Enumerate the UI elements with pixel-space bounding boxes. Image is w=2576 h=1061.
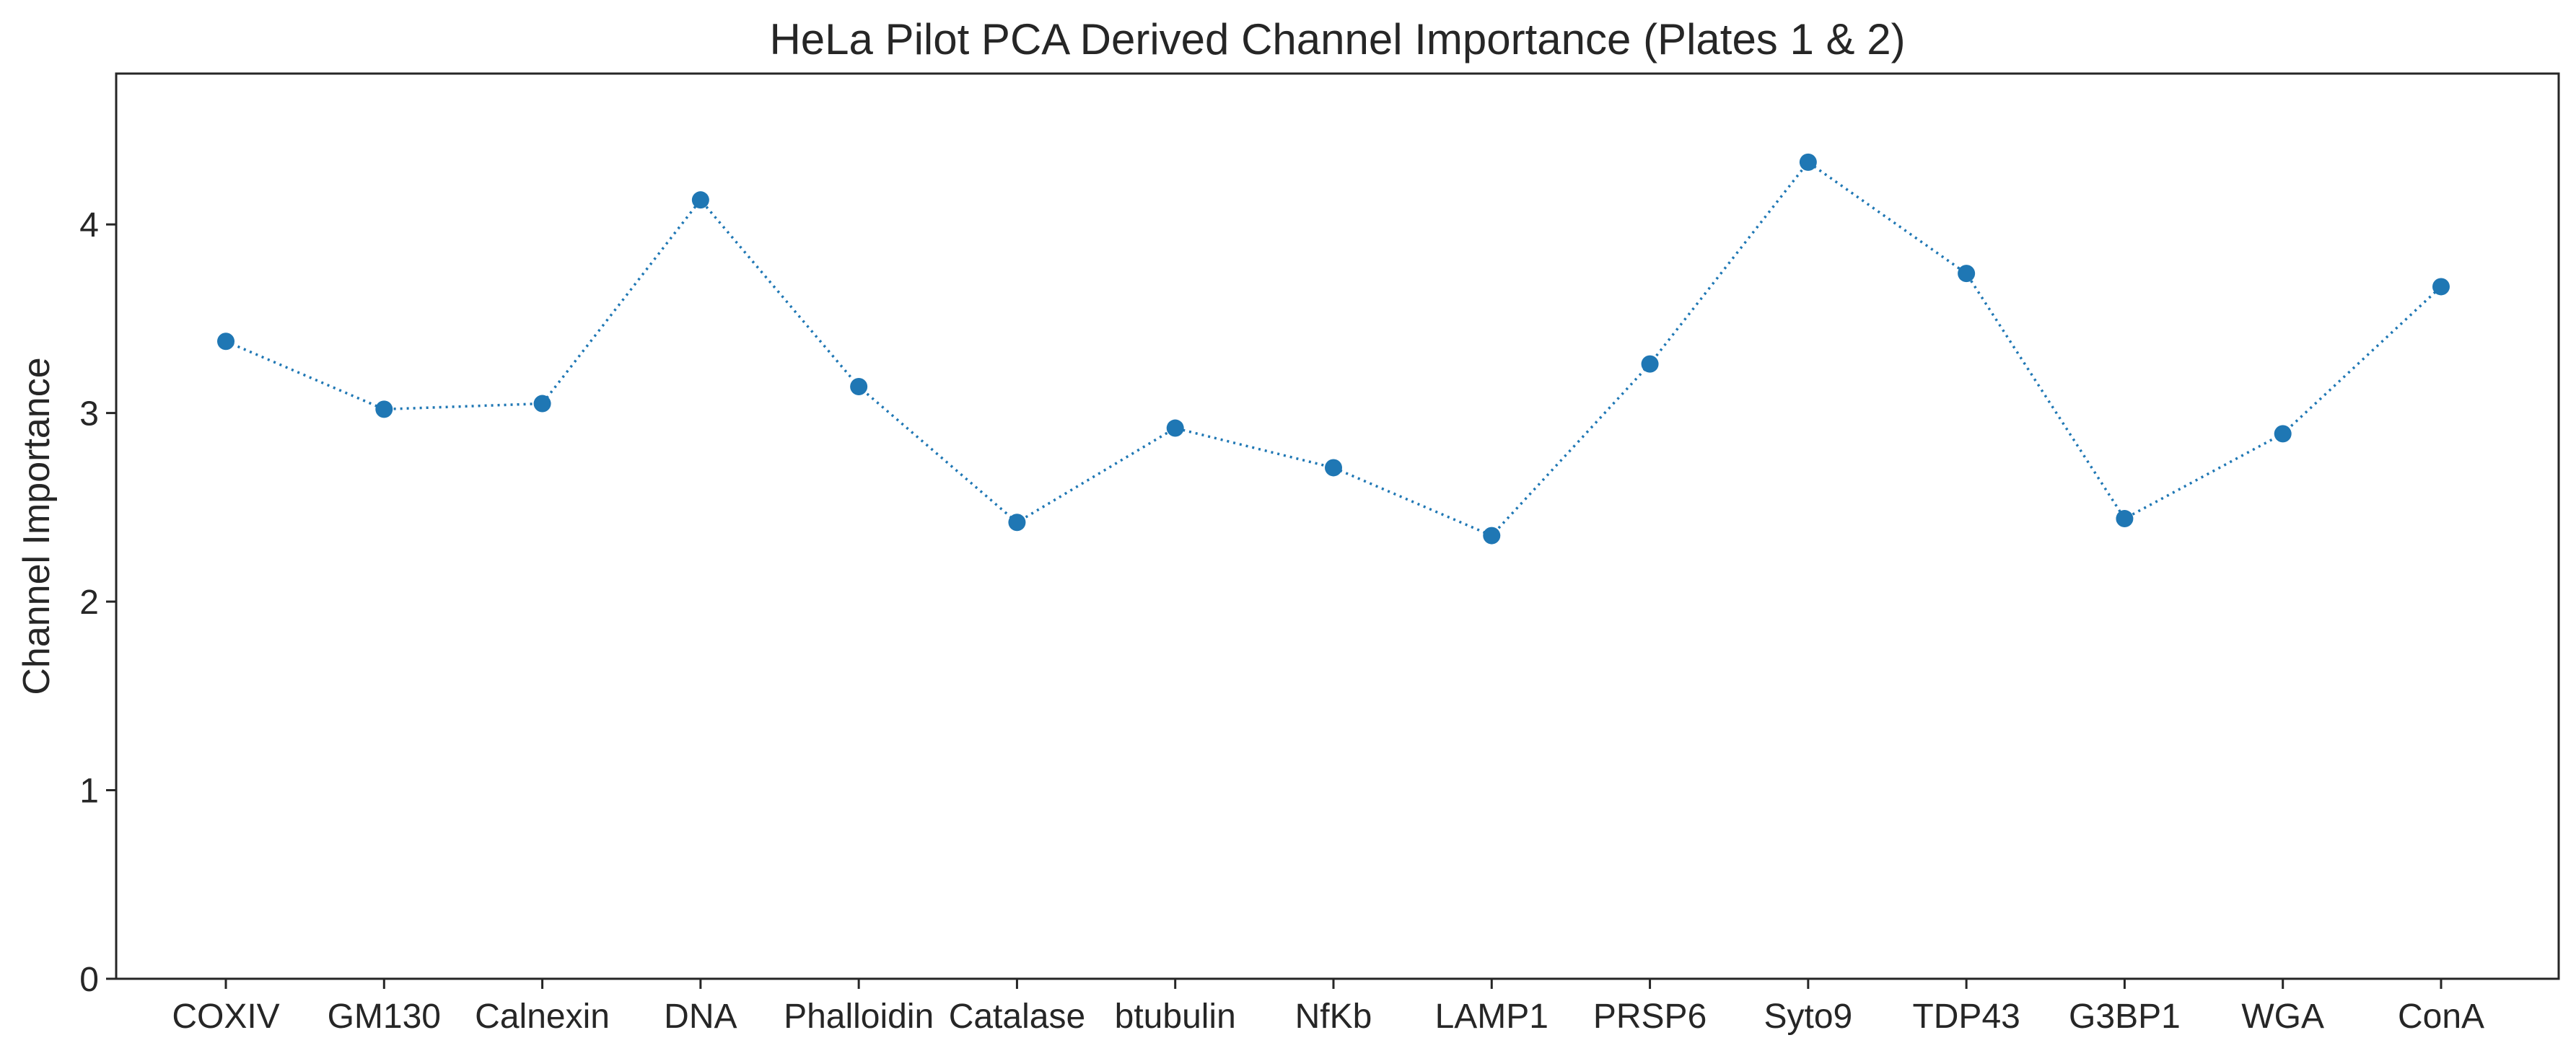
x-tick-label: WGA — [2241, 998, 2324, 1036]
y-tick-label: 3 — [79, 395, 99, 433]
x-tick-label: btubulin — [1115, 998, 1236, 1036]
x-tick-label: GM130 — [328, 998, 441, 1036]
data-point — [533, 395, 551, 413]
series-line — [225, 160, 2443, 537]
data-point — [375, 400, 393, 418]
data-point — [2432, 278, 2450, 296]
data-point — [1325, 459, 1342, 477]
data-point — [1483, 527, 1501, 545]
x-tick-label: ConA — [2398, 998, 2484, 1036]
x-tick-label: Catalase — [949, 998, 1085, 1036]
data-point — [850, 378, 868, 396]
x-tick-label: Calnexin — [475, 998, 610, 1036]
data-point — [1958, 265, 1976, 283]
x-tick-label: LAMP1 — [1435, 998, 1548, 1036]
x-tick-label: Phalloidin — [784, 998, 934, 1036]
chart-title: HeLa Pilot PCA Derived Channel Importanc… — [769, 15, 1905, 63]
y-axis-label: Channel Importance — [16, 357, 58, 695]
data-point — [217, 333, 235, 351]
x-tick-label: TDP43 — [1912, 998, 2020, 1036]
axes: 0 1 2 3 4 COXIV GM130 Calnexin DNA Phalloidin Cata… — [79, 72, 2560, 1036]
data-point — [1166, 419, 1184, 437]
y-tick-label: 4 — [79, 206, 99, 245]
plot-frame — [115, 72, 2560, 980]
x-tick-label: PRSP6 — [1593, 998, 1707, 1036]
x-tick-label: DNA — [664, 998, 737, 1036]
x-tick-label: G3BP1 — [2069, 998, 2181, 1036]
series-layer — [217, 153, 2450, 545]
x-tick-label: COXIV — [172, 998, 279, 1036]
y-tick-label: 1 — [79, 772, 99, 811]
data-point — [1008, 514, 1026, 532]
data-point — [1641, 355, 1659, 373]
data-point — [2116, 510, 2134, 528]
x-tick-label: NfKb — [1295, 998, 1372, 1036]
data-point — [2274, 425, 2292, 443]
data-point — [1799, 153, 1817, 171]
y-tick-label: 2 — [79, 584, 99, 622]
data-point — [691, 191, 709, 209]
y-tick-label: 0 — [79, 961, 99, 999]
x-tick-label: Syto9 — [1764, 998, 1852, 1036]
